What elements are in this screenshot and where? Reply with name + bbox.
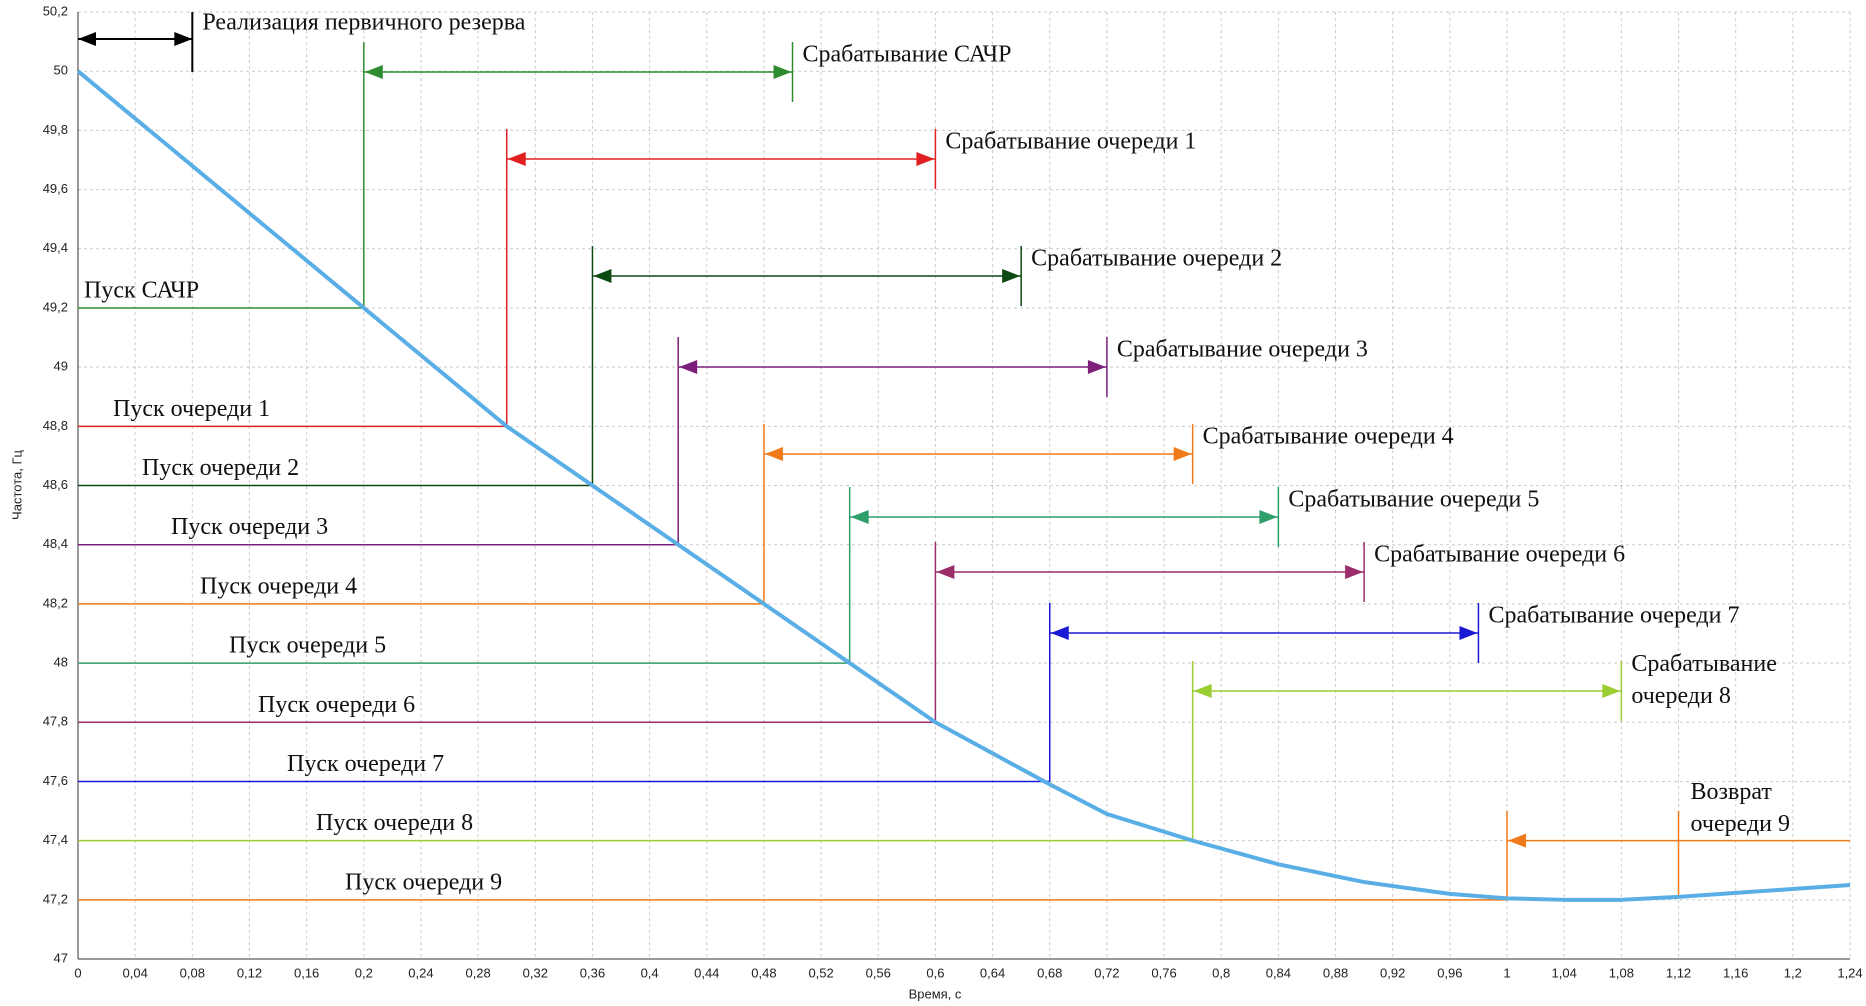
start-label: Пуск очереди 1 [113, 396, 270, 422]
annotation-label: Срабатывание очереди 2 [1031, 246, 1282, 272]
arrow-head [1050, 626, 1069, 640]
arrow-head [936, 565, 955, 579]
x-tick-label: 0,92 [1380, 965, 1405, 980]
y-tick-label: 50,2 [43, 3, 68, 18]
x-tick-label: 0,24 [408, 965, 433, 980]
annotation-label: Срабатывание очереди 6 [1374, 542, 1625, 568]
arrow-head [1459, 626, 1478, 640]
annotation-label: Реализация первичного резерва [202, 10, 525, 36]
arrow-head [1259, 510, 1278, 524]
x-tick-label: 0,52 [808, 965, 833, 980]
arrow-head [78, 32, 96, 46]
annotation-line: очереди 8 [1631, 683, 1731, 709]
annotation-label: Срабатывание очереди 7 [1488, 603, 1739, 629]
x-tick-label: 0,2 [355, 965, 373, 980]
annotation-label: Срабатывание очереди 8 [1631, 651, 1777, 709]
y-tick-label: 47,4 [43, 832, 68, 847]
arrow-head [1602, 684, 1621, 698]
x-tick-label: 0,12 [237, 965, 262, 980]
arrow-head [1508, 833, 1527, 848]
x-tick-label: 0,76 [1151, 965, 1176, 980]
x-tick-label: 1,08 [1609, 965, 1634, 980]
y-tick-label: 49,8 [43, 122, 68, 137]
start-label: Пуск очереди 2 [142, 455, 299, 481]
x-tick-label: 0,84 [1266, 965, 1291, 980]
start-label: Пуск очереди 8 [316, 810, 473, 836]
start-label: Пуск очереди 6 [258, 692, 415, 718]
annotation-line: Возврат [1691, 779, 1773, 805]
x-tick-label: 1,24 [1837, 965, 1862, 980]
x-tick-label: 0,88 [1323, 965, 1348, 980]
x-tick-label: 0,08 [180, 965, 205, 980]
y-tick-label: 48,6 [43, 477, 68, 492]
start-label: Пуск САЧР [84, 277, 199, 303]
x-tick-label: 0,16 [294, 965, 319, 980]
x-tick-label: 0,32 [523, 965, 548, 980]
arrow-head [1345, 565, 1364, 579]
arrow-head [507, 152, 526, 166]
arrow-head [916, 152, 935, 166]
x-tick-label: 0,64 [980, 965, 1005, 980]
x-tick-label: 1 [1503, 965, 1510, 980]
annotation-label: Срабатывание САЧР [803, 42, 1012, 68]
y-tick-label: 48,8 [43, 418, 68, 433]
y-tick-label: 47 [54, 950, 68, 965]
x-tick-label: 0,72 [1094, 965, 1119, 980]
y-tick-label: 49,4 [43, 240, 68, 255]
y-axis-label: Частота, Гц [9, 450, 24, 520]
annotation-label: Срабатывание очереди 4 [1203, 424, 1454, 450]
x-tick-label: 0,96 [1437, 965, 1462, 980]
x-tick-label: 0,4 [641, 965, 659, 980]
x-tick-label: 0,28 [465, 965, 490, 980]
x-tick-label: 1,04 [1552, 965, 1577, 980]
arrow-head [773, 65, 792, 79]
x-tick-label: 1,12 [1666, 965, 1691, 980]
y-tick-label: 50 [54, 63, 68, 78]
start-label: Пуск очереди 4 [200, 573, 357, 599]
arrow-head [764, 447, 783, 461]
x-tick-label: 0,44 [694, 965, 719, 980]
x-tick-label: 0,56 [866, 965, 891, 980]
start-label: Пуск очереди 5 [229, 633, 386, 659]
x-tick-label: 0,8 [1212, 965, 1230, 980]
y-tick-label: 49,2 [43, 299, 68, 314]
annotation-label: Срабатывание очереди 3 [1117, 337, 1368, 363]
arrow-head [364, 65, 383, 79]
arrow-head [679, 360, 698, 374]
x-tick-label: 0,04 [123, 965, 148, 980]
x-tick-label: 1,2 [1784, 965, 1802, 980]
x-tick-label: 1,16 [1723, 965, 1748, 980]
x-tick-label: 0,6 [926, 965, 944, 980]
y-tick-label: 47,8 [43, 714, 68, 729]
arrow-head [1173, 447, 1192, 461]
arrow-head [1087, 360, 1106, 374]
start-label: Пуск очереди 7 [287, 751, 444, 777]
y-tick-label: 48 [54, 655, 68, 670]
annotation-label: Возврат очереди 9 [1691, 779, 1791, 837]
x-tick-label: 0 [74, 965, 81, 980]
y-tick-label: 47,6 [43, 773, 68, 788]
x-axis-label: Время, с [909, 986, 962, 1001]
arrow-head [850, 510, 869, 524]
annotation-line: Срабатывание [1631, 651, 1777, 677]
arrow-head [1193, 684, 1212, 698]
start-label: Пуск очереди 3 [171, 514, 328, 540]
y-tick-label: 47,2 [43, 891, 68, 906]
arrow-head [174, 32, 193, 46]
annotation-label: Срабатывание очереди 5 [1288, 487, 1539, 513]
y-tick-label: 48,4 [43, 536, 68, 551]
annotation-line: очереди 9 [1691, 811, 1791, 837]
y-tick-label: 49,6 [43, 181, 68, 196]
y-tick-label: 48,2 [43, 595, 68, 610]
x-tick-label: 0,48 [751, 965, 776, 980]
start-label: Пуск очереди 9 [345, 869, 502, 895]
arrow-head [593, 269, 612, 283]
x-tick-label: 0,36 [580, 965, 605, 980]
annotation-label: Срабатывание очереди 1 [945, 129, 1196, 155]
x-tick-label: 0,68 [1037, 965, 1062, 980]
y-tick-label: 49 [54, 359, 68, 374]
frequency-line [76, 69, 1851, 902]
arrow-head [1002, 269, 1021, 283]
